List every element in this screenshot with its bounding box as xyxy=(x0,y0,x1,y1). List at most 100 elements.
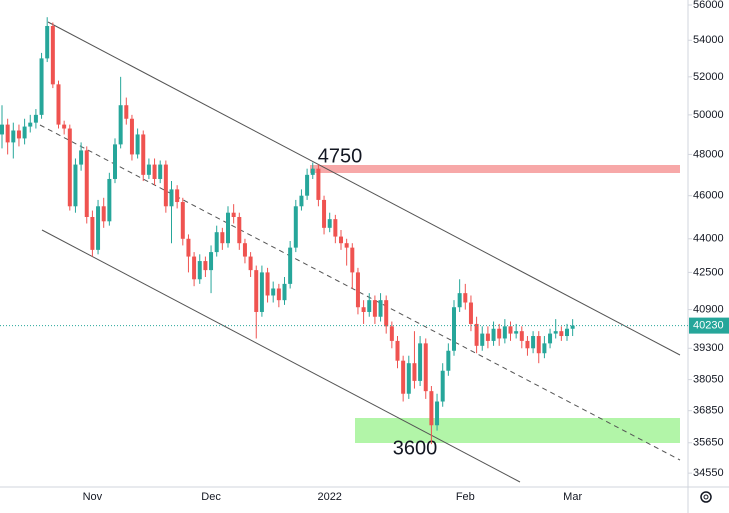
candle-body xyxy=(293,206,298,248)
candle-body xyxy=(33,114,38,123)
candle-body xyxy=(531,336,536,349)
candle-body xyxy=(570,325,575,329)
candle-body xyxy=(485,333,490,341)
candle-body xyxy=(39,58,44,115)
candle-body xyxy=(141,134,146,175)
candle-body xyxy=(282,283,287,301)
candle-body xyxy=(197,261,202,280)
drawings xyxy=(39,21,681,483)
candle-body xyxy=(525,340,530,349)
candle-body xyxy=(519,331,524,341)
candle-body xyxy=(468,302,473,324)
candle-body xyxy=(333,219,338,237)
candle-body xyxy=(423,343,428,392)
candle-body xyxy=(214,232,219,253)
candle-body xyxy=(412,363,417,381)
y-tick-label: 46000 xyxy=(693,190,724,202)
candle-body xyxy=(406,363,411,394)
candle-body xyxy=(322,199,327,228)
candle-body xyxy=(73,164,78,207)
candle-body xyxy=(180,202,185,239)
candle-body xyxy=(203,261,208,271)
candle-body xyxy=(259,272,264,312)
candle-body xyxy=(254,270,259,312)
candle-body xyxy=(418,343,423,381)
candle-body xyxy=(350,247,355,273)
y-tick-label: 52000 xyxy=(693,71,724,83)
y-tick-label: 40900 xyxy=(693,304,724,316)
candle-body xyxy=(401,360,406,394)
candle-body xyxy=(271,288,276,296)
candle-body xyxy=(310,168,315,175)
mid-channel xyxy=(39,124,681,461)
candle-body xyxy=(175,189,180,203)
last-price-box xyxy=(689,317,729,334)
candle-body xyxy=(463,293,468,303)
gear-center[interactable] xyxy=(703,494,709,500)
candle-body xyxy=(327,219,332,228)
gear[interactable] xyxy=(700,491,712,503)
candle-body xyxy=(231,212,236,217)
candle-body xyxy=(90,216,95,250)
candle-body xyxy=(158,164,163,179)
candle-body xyxy=(344,243,349,248)
candle-body xyxy=(84,150,89,217)
candle-body xyxy=(45,26,50,59)
candle-body xyxy=(11,130,16,143)
lower-channel xyxy=(41,229,521,483)
candle-body xyxy=(452,307,456,351)
candle-body xyxy=(355,272,360,308)
settings-icon[interactable] xyxy=(700,491,712,503)
candle-body xyxy=(559,331,564,337)
annotation: 4750 xyxy=(318,145,363,167)
candle-body xyxy=(565,328,569,337)
x-tick-label: Mar xyxy=(563,491,582,503)
candle-body xyxy=(163,164,168,207)
candle-body xyxy=(192,256,197,280)
candle-body xyxy=(226,212,230,244)
candle-body xyxy=(378,300,383,317)
candle-body xyxy=(457,293,462,308)
candle-body xyxy=(553,331,558,334)
candle-body xyxy=(548,333,553,344)
upper-channel xyxy=(47,21,681,356)
y-tick-label: 42500 xyxy=(693,266,724,278)
y-tick-label: 56000 xyxy=(693,0,724,11)
candle-body xyxy=(372,300,377,317)
candle-body xyxy=(446,350,451,371)
candle-body xyxy=(169,189,174,207)
candle-body xyxy=(186,238,191,257)
candle-body xyxy=(497,328,502,339)
candle-body xyxy=(384,300,389,327)
candle-body xyxy=(305,174,310,196)
x-tick-label: 2022 xyxy=(317,491,341,503)
candle-body xyxy=(514,331,519,334)
candle-body xyxy=(28,122,33,127)
candle-body xyxy=(113,144,117,179)
candle-body xyxy=(56,84,61,125)
candle-body xyxy=(67,128,72,207)
candle-body xyxy=(152,164,157,179)
y-tick-label: 38050 xyxy=(693,374,724,386)
candle-body xyxy=(389,326,394,341)
resistance-zone xyxy=(310,165,680,173)
x-tick-label: Feb xyxy=(456,491,475,503)
candle-body xyxy=(62,124,67,129)
candle-body xyxy=(288,247,293,284)
y-tick-label: 36850 xyxy=(693,405,724,417)
candle-body xyxy=(0,124,4,135)
candle-body xyxy=(265,272,270,296)
support-zone xyxy=(355,418,680,443)
y-tick-label: 44000 xyxy=(693,233,724,245)
y-tick-label: 34550 xyxy=(693,467,724,479)
candle-body xyxy=(339,236,343,244)
candle-body xyxy=(429,391,434,426)
candle-body xyxy=(542,343,547,354)
candle-body xyxy=(508,326,513,334)
candle-body xyxy=(16,130,21,139)
candle-body xyxy=(146,164,151,175)
candle-body xyxy=(395,340,400,361)
candle-body xyxy=(248,256,253,271)
candle-body xyxy=(79,150,84,165)
